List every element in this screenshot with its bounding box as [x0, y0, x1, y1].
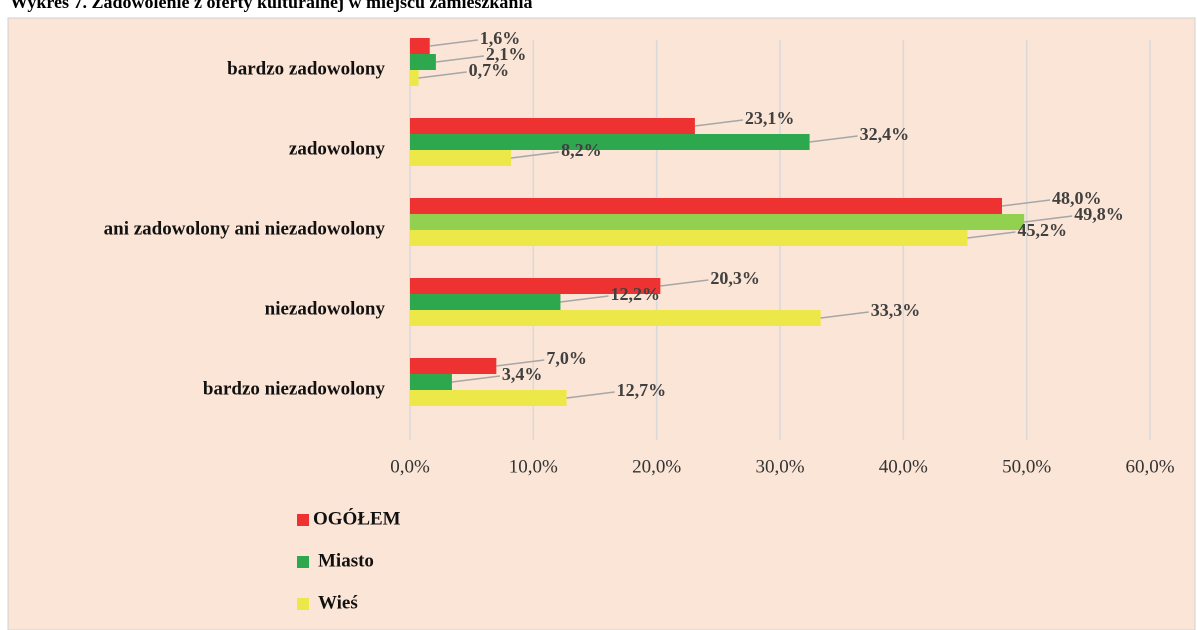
data-label: 12,7% — [617, 380, 667, 400]
leader-line — [496, 359, 545, 367]
data-label: 45,2% — [1017, 220, 1067, 240]
leader-line — [820, 311, 869, 319]
y-tick-label: ani zadowolony ani niezadowolony — [104, 218, 386, 239]
data-label: 48,0% — [1052, 188, 1102, 208]
bar — [410, 54, 436, 70]
leader-line — [566, 391, 615, 399]
y-tick-label: bardzo zadowolony — [227, 58, 385, 79]
data-label: 1,6% — [480, 28, 521, 48]
data-label: 2,1% — [486, 44, 527, 64]
bar — [410, 310, 821, 326]
data-label: 23,1% — [745, 108, 795, 128]
leader-line — [435, 55, 484, 63]
data-label: 32,4% — [860, 124, 910, 144]
bar — [410, 150, 512, 166]
data-label: 12,2% — [610, 284, 660, 304]
bar — [410, 294, 561, 310]
legend-marker — [297, 556, 309, 568]
leader-line — [560, 295, 609, 303]
leader-line — [511, 151, 560, 159]
leader-line — [660, 279, 709, 287]
leader-line — [1024, 215, 1073, 223]
data-label: 3,4% — [502, 364, 543, 384]
x-tick-label: 50,0% — [1002, 456, 1051, 477]
chart-title: Wykres 7. Zadowolenie z oferty kulturaln… — [10, 0, 532, 12]
legend-label: Miasto — [318, 550, 374, 571]
bar — [410, 278, 661, 294]
leader-line — [429, 39, 478, 47]
leader-line — [451, 375, 501, 383]
y-tick-label: zadowolony — [289, 138, 386, 159]
x-tick-label: 60,0% — [1125, 456, 1174, 477]
bar — [410, 214, 1025, 230]
bar — [410, 118, 695, 134]
leader-line — [967, 231, 1016, 239]
bar — [410, 390, 567, 406]
y-tick-label: bardzo niezadowolony — [203, 378, 386, 399]
data-label: 7,0% — [546, 348, 587, 368]
bar — [410, 38, 430, 54]
x-tick-label: 40,0% — [879, 456, 928, 477]
bar — [410, 358, 497, 374]
x-tick-label: 10,0% — [509, 456, 558, 477]
data-label: 8,2% — [561, 140, 602, 160]
bar — [410, 230, 968, 246]
legend-marker — [297, 514, 309, 526]
leader-line — [694, 119, 743, 127]
legend-label: OGÓŁEM — [313, 507, 401, 529]
y-tick-label: niezadowolony — [265, 298, 386, 319]
bar — [410, 374, 452, 390]
bar — [410, 134, 810, 150]
bar — [410, 198, 1002, 214]
data-label: 20,3% — [710, 268, 760, 288]
leader-line — [418, 71, 467, 79]
data-label: 0,7% — [469, 60, 510, 80]
bar — [410, 70, 419, 86]
x-tick-label: 0,0% — [390, 456, 430, 477]
data-label: 49,8% — [1074, 204, 1124, 224]
leader-line — [809, 135, 858, 143]
x-tick-label: 20,0% — [632, 456, 681, 477]
legend-marker — [297, 598, 309, 610]
legend-label: Wieś — [318, 592, 358, 613]
x-tick-label: 30,0% — [755, 456, 804, 477]
data-label: 33,3% — [871, 300, 921, 320]
leader-line — [1001, 199, 1051, 207]
